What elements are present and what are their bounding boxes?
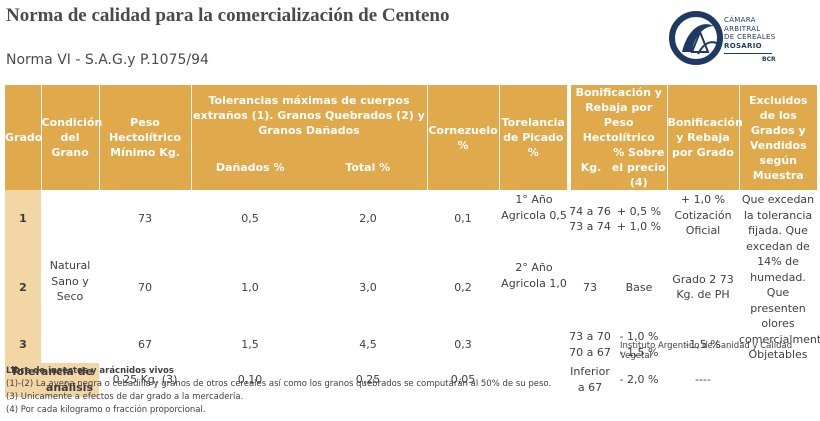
- header-peso: Peso Hectolítrico Mínimo Kg.: [98, 85, 191, 190]
- table-row-tolerancia: Tolerancia de análisis 0,25 Kg. (3) 0,10…: [5, 362, 817, 397]
- danados-cell: 1,0: [191, 248, 309, 327]
- quality-norm-table: Grado Condición del Grano Peso Hectolítr…: [5, 85, 820, 397]
- header-tolerancias: Tolerancias máximas de cuerpos extraños …: [190, 85, 427, 145]
- footnotes: Libre de insectos y arácnidos vivos (1)-…: [6, 365, 551, 417]
- logo-abbr: BCR: [762, 56, 776, 63]
- picado-cell: 1° Año Agricola 0,5: [499, 190, 569, 248]
- total-cell: 2,0: [309, 190, 427, 248]
- condicion-cell: Natural Sano y Seco: [41, 190, 99, 363]
- header-kg: Kg.: [567, 145, 611, 190]
- pct-cell: - 1,0 % - 1,5 %: [611, 326, 667, 363]
- bonif-grado-cell: -1,5 %: [667, 326, 739, 363]
- header-bonif-grado: Bonificación y Rebaja por Grado: [666, 85, 743, 190]
- pct-cell: - 2,0 %: [611, 362, 667, 397]
- pct-cell: + 0,5 % + 1,0 %: [611, 190, 667, 248]
- pct-cell: Base: [611, 248, 667, 327]
- bonif-grado-cell: + 1,0 % Cotización Oficial: [667, 190, 739, 248]
- header-excluidos: Excluidos de los Grados y Vendidos según…: [738, 85, 817, 190]
- footnote: (1)-(2) La avena negra o cebadilla y gra…: [6, 379, 552, 389]
- danados-cell: 0,5: [191, 190, 309, 248]
- total-cell: 3,0: [309, 248, 427, 327]
- page-subtitle: Norma VI - S.A.G.y P.1075/94: [6, 52, 209, 68]
- kg-cell: 74 a 76 73 a 74: [569, 190, 611, 248]
- header-total: Total %: [309, 145, 427, 190]
- excluidos-cell: Que excedan la tolerancia fijada. Que ex…: [739, 190, 820, 363]
- cornezuelo-cell: 0,05: [427, 362, 499, 397]
- peso-cell: 73: [99, 190, 191, 248]
- peso-cell: 0,25 Kg. (3): [99, 362, 191, 397]
- header-condicion: Condición del Grano: [40, 85, 102, 190]
- kg-cell: 73: [569, 248, 611, 327]
- header-danados: Dañados %: [190, 145, 309, 190]
- peso-cell: 67: [99, 326, 191, 363]
- header-sobre-precio: % Sobre el precio (4): [611, 145, 667, 190]
- logo-text: CÁMARA ARBITRAL DE CEREALES ROSARIO: [724, 16, 776, 50]
- grado-cell: 3: [5, 326, 41, 363]
- kg-cell: Inferior a 67: [569, 362, 611, 397]
- total-cell: 0,25: [309, 362, 427, 397]
- header-bonif-peso: Bonificación y Rebaja por Peso Hectolítr…: [567, 85, 667, 145]
- table-row: 2 70 1,0 3,0 0,2 2° Año Agricola 1,0 73 …: [5, 248, 817, 363]
- total-cell: 4,5: [309, 326, 427, 363]
- danados-cell: 0,10: [191, 362, 309, 397]
- cornezuelo-cell: 0,1: [427, 190, 499, 248]
- table-row: 1 Natural Sano y Seco 73 0,5 2,0 0,1 1° …: [5, 190, 820, 363]
- grado-cell: 2: [5, 248, 41, 327]
- cornezuelo-cell: 0,2: [427, 248, 499, 327]
- peso-cell: 70: [99, 248, 191, 327]
- danados-cell: 1,5: [191, 326, 309, 363]
- header-cornezuelo: Cornezuelo %: [426, 85, 499, 190]
- bonif-grado-cell: ----: [667, 362, 739, 397]
- tolerancia-label: Tolerancia de análisis: [5, 362, 99, 397]
- footnote: (4) Por cada kilogramo o fracción propor…: [6, 405, 206, 415]
- bcr-logo-icon: [669, 11, 723, 65]
- header-grado: Grado: [5, 85, 42, 190]
- grado-cell: 1: [5, 190, 41, 248]
- picado-cell: 2° Año Agricola 1,0: [499, 248, 569, 363]
- cornezuelo-cell: 0,3: [427, 326, 499, 363]
- logo-divider: [724, 53, 772, 54]
- header-picado: Torelancia de Picado %: [498, 85, 569, 190]
- page-title: Norma de calidad para la comercializació…: [6, 5, 450, 26]
- kg-cell: 73 a 70 70 a 67: [569, 326, 611, 363]
- table-row: 3 67 1,5 4,5 0,3 73 a 70 70 a 67 - 1,0 %…: [5, 326, 817, 363]
- bonif-grado-cell: Grado 2 73 Kg. de PH: [667, 248, 739, 327]
- footnote: Libre de insectos y arácnidos vivos: [6, 366, 174, 376]
- source-credit: Instituto Argentino de Sanidad y Calidad…: [620, 341, 793, 361]
- footnote: (3) Unicamente a efectos de dar grado a …: [6, 392, 244, 402]
